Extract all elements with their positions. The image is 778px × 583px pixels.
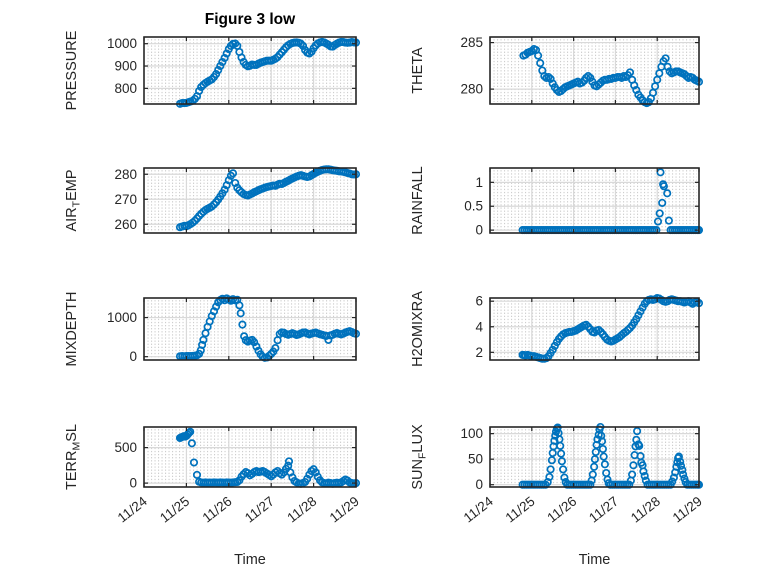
tick-marks [143,168,357,233]
y-tick-label: 800 [114,81,137,96]
tick-marks [143,427,357,487]
minor-grid [146,39,354,102]
axes-frame [489,167,700,234]
data-markers [175,165,361,232]
subplot-rainfall: 0 0.5 1 RAINFALL [405,160,705,246]
y-tick-label: 1 [475,175,483,190]
axes-frame [143,36,357,105]
tick-marks [489,298,700,360]
x-axis-label-right: Time [578,552,611,568]
y-tick-label: 260 [114,217,137,232]
x-tick-label: 11/29 [327,494,362,526]
y-axis-label: AIRTEMP [64,169,83,231]
y-tick-label: 270 [114,192,137,207]
axes-frame [489,36,700,105]
subplot-theta: 280 285 THETA [405,29,705,117]
y-tick-label: 1000 [107,36,137,51]
y-tick-label: 50 [468,452,483,467]
y-axis-label: PRESSURE [64,30,80,110]
figure-title: Figure 3 low [204,11,296,28]
subplot-pressure: 800 900 1000 PRESSURE [59,29,362,117]
x-tick-label: 11/27 [242,494,277,526]
data-markers [519,45,704,108]
tick-marks [143,298,357,360]
x-tick-label: 11/26 [544,494,579,526]
y-axis-label: H2OMIXRA [410,291,426,367]
x-tick-label: 11/28 [628,494,663,526]
y-tick-label: 280 [114,167,137,182]
data-markers [175,294,361,362]
axes-frame [143,167,357,234]
y-tick-label: 2 [475,345,483,360]
y-tick-label: 4 [475,319,483,334]
y-tick-label: 0 [475,223,483,238]
y-tick-label: 280 [460,82,483,97]
subplot-air_temp: 260 270 280 AIRTEMP [59,160,362,246]
y-tick-label: 900 [114,59,137,74]
y-axis-label: TERRMSL [64,424,83,490]
tick-marks [489,427,700,487]
y-axis-label: RAINFALL [410,166,426,235]
axes-frame [489,297,700,361]
y-tick-label: 100 [460,426,483,441]
minor-grid [146,300,354,358]
y-tick-label: 285 [460,35,483,50]
x-tick-label: 11/24 [115,493,150,525]
x-tick-label: 11/28 [284,494,319,526]
major-grid [490,427,699,487]
y-tick-label: 6 [475,294,483,309]
major-grid [490,37,699,104]
tick-marks [143,37,357,104]
y-tick-label: 1000 [107,310,137,325]
x-tick-label: 11/27 [586,494,621,526]
x-tick-label: 11/29 [670,494,705,526]
x-tick-label: 11/25 [503,494,538,526]
x-tick-label: 11/26 [200,494,235,526]
axes-frame [143,426,357,488]
minor-grid [146,170,354,231]
x-axis-label-left: Time [234,552,266,568]
y-axis-label: MIXDEPTH [64,292,80,367]
x-tick-label: 11/24 [461,493,496,525]
subplot-terr_msl: 0 500 TERRMSL 11/24 11/25 11/26 11/27 11/28 11/2… [59,419,362,583]
subplot-mixdepth: 0 1000 MIXDEPTH [59,290,362,373]
subplot-sun_flux: 0 50 100 SUNFLUX 11/24 11/25 11/26 11/27 11/28 11… [405,419,705,583]
tick-marks [489,168,700,233]
y-tick-label: 500 [114,440,137,455]
y-tick-label: 0.5 [464,199,483,214]
subplot-h2omixra: 2 4 6 H2OMIXRA [405,290,705,373]
axes-frame [143,297,357,361]
y-tick-label: 0 [129,476,137,491]
tick-marks [489,37,700,104]
y-tick-label: 0 [129,349,137,364]
y-tick-label: 0 [475,477,483,492]
y-axis-label: THETA [410,47,426,94]
y-axis-label: SUNFLUX [410,424,429,490]
data-markers [175,37,361,108]
axes-frame [489,426,700,488]
x-tick-label: 11/25 [157,494,192,526]
